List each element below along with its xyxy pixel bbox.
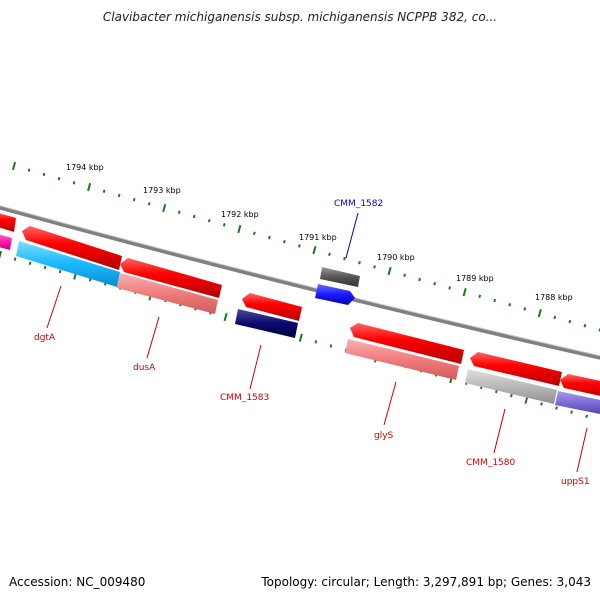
minor-tick — [268, 235, 271, 240]
minor-tick — [495, 389, 498, 394]
tick-label: 1793 kbp — [143, 186, 181, 195]
gene-arrow[interactable] — [242, 293, 302, 321]
gene-arrow[interactable] — [315, 284, 355, 305]
minor-tick — [583, 324, 587, 328]
map-title: Clavibacter michiganensis subsp. michiga… — [102, 10, 498, 24]
minor-tick — [28, 261, 32, 265]
minor-tick — [553, 315, 557, 320]
minor-tick — [43, 265, 47, 270]
minor-tick — [478, 294, 482, 299]
gene-arrow[interactable] — [560, 374, 600, 398]
tick-label: 1788 kbp — [535, 293, 573, 302]
major-tick — [237, 224, 242, 234]
forward-strand — [0, 212, 600, 398]
major-tick — [537, 309, 542, 318]
major-tick — [312, 245, 317, 255]
tick-label: 1789 kbp — [456, 274, 494, 283]
minor-tick — [72, 181, 76, 185]
genome-summary-text: Topology: circular; Length: 3,297,891 bp… — [261, 575, 591, 589]
minor-tick — [13, 257, 17, 261]
minor-tick — [27, 168, 31, 172]
major-tick — [0, 250, 3, 259]
minor-tick — [403, 273, 406, 278]
gene-label-upps1[interactable]: uppS1 — [561, 477, 590, 487]
minor-tick — [117, 193, 121, 198]
major-tick — [462, 288, 467, 297]
gene-arrow[interactable] — [470, 352, 562, 386]
gene-labels: dgtA dusA CMM_1583 CMM_1582 glyS CMM_158… — [34, 199, 590, 487]
accession-text: Accession: NC_009480 — [9, 575, 146, 589]
tick-label: 1790 kbp — [377, 253, 415, 262]
minor-tick — [314, 340, 318, 344]
gene-label-glys[interactable]: glyS — [374, 431, 394, 441]
minor-tick — [568, 319, 572, 324]
gene-label-cmm-1583[interactable]: CMM_1583 — [220, 393, 269, 403]
gene-label-dgta[interactable]: dgtA — [34, 333, 56, 343]
major-tick — [223, 312, 228, 322]
minor-tick — [177, 210, 181, 214]
minor-tick — [508, 303, 512, 307]
minor-tick — [510, 393, 513, 398]
minor-tick — [132, 197, 136, 202]
minor-tick — [540, 402, 543, 406]
major-tick — [11, 161, 17, 171]
gene-arrow[interactable] — [320, 267, 360, 287]
minor-tick — [448, 286, 452, 290]
minor-tick — [329, 344, 333, 348]
minor-tick — [358, 260, 361, 265]
minor-tick — [192, 214, 196, 219]
minor-tick — [222, 223, 226, 227]
gene-label-dusa[interactable]: dusA — [133, 363, 156, 373]
minor-tick — [328, 252, 331, 257]
gene-arrow[interactable] — [0, 233, 12, 250]
ruler-labels: 1794 kbp 1793 kbp 1792 kbp 1791 kbp 1790… — [66, 163, 573, 302]
major-tick — [162, 203, 167, 213]
minor-tick — [42, 172, 46, 177]
gene-arrow[interactable] — [555, 391, 600, 416]
minor-tick — [433, 282, 437, 286]
minor-tick — [102, 189, 106, 193]
gene-leader-lines — [46, 212, 588, 473]
gene-label-cmm-1580[interactable]: CMM_1580 — [466, 458, 515, 468]
minor-tick — [523, 307, 527, 311]
tick-label: 1792 kbp — [221, 210, 259, 219]
tick-label: 1791 kbp — [299, 233, 337, 242]
major-tick — [298, 333, 303, 342]
minor-tick — [283, 239, 286, 244]
minor-tick — [585, 414, 588, 419]
gene-arrow[interactable] — [16, 241, 120, 287]
major-tick — [87, 182, 92, 192]
genome-backbone — [0, 205, 600, 360]
minor-tick — [418, 277, 421, 282]
gene-arrow[interactable] — [350, 323, 464, 364]
minor-tick — [298, 244, 301, 248]
gene-arrow[interactable] — [22, 226, 122, 270]
gene-arrow[interactable] — [465, 369, 557, 404]
gene-arrow[interactable] — [235, 309, 298, 338]
tick-label: 1794 kbp — [66, 163, 104, 172]
reverse-strand — [0, 233, 600, 416]
genome-backbone-highlight — [0, 205, 600, 357]
minor-tick — [555, 406, 558, 410]
gene-arrow[interactable] — [345, 339, 459, 380]
minor-tick — [493, 298, 497, 303]
gene-arrow[interactable] — [117, 273, 218, 314]
gene-label-cmm-1582[interactable]: CMM_1582 — [334, 199, 383, 209]
minor-tick — [58, 269, 62, 274]
minor-tick — [252, 231, 256, 235]
minor-tick — [207, 218, 211, 223]
minor-tick — [343, 256, 346, 261]
minor-tick — [147, 202, 151, 206]
major-tick — [387, 266, 392, 276]
gene-arrow[interactable] — [120, 258, 222, 298]
minor-tick — [570, 410, 573, 414]
outer-tick-row — [11, 161, 600, 332]
minor-tick — [57, 176, 61, 181]
gene-arrow[interactable] — [0, 212, 16, 232]
minor-tick — [373, 265, 376, 269]
